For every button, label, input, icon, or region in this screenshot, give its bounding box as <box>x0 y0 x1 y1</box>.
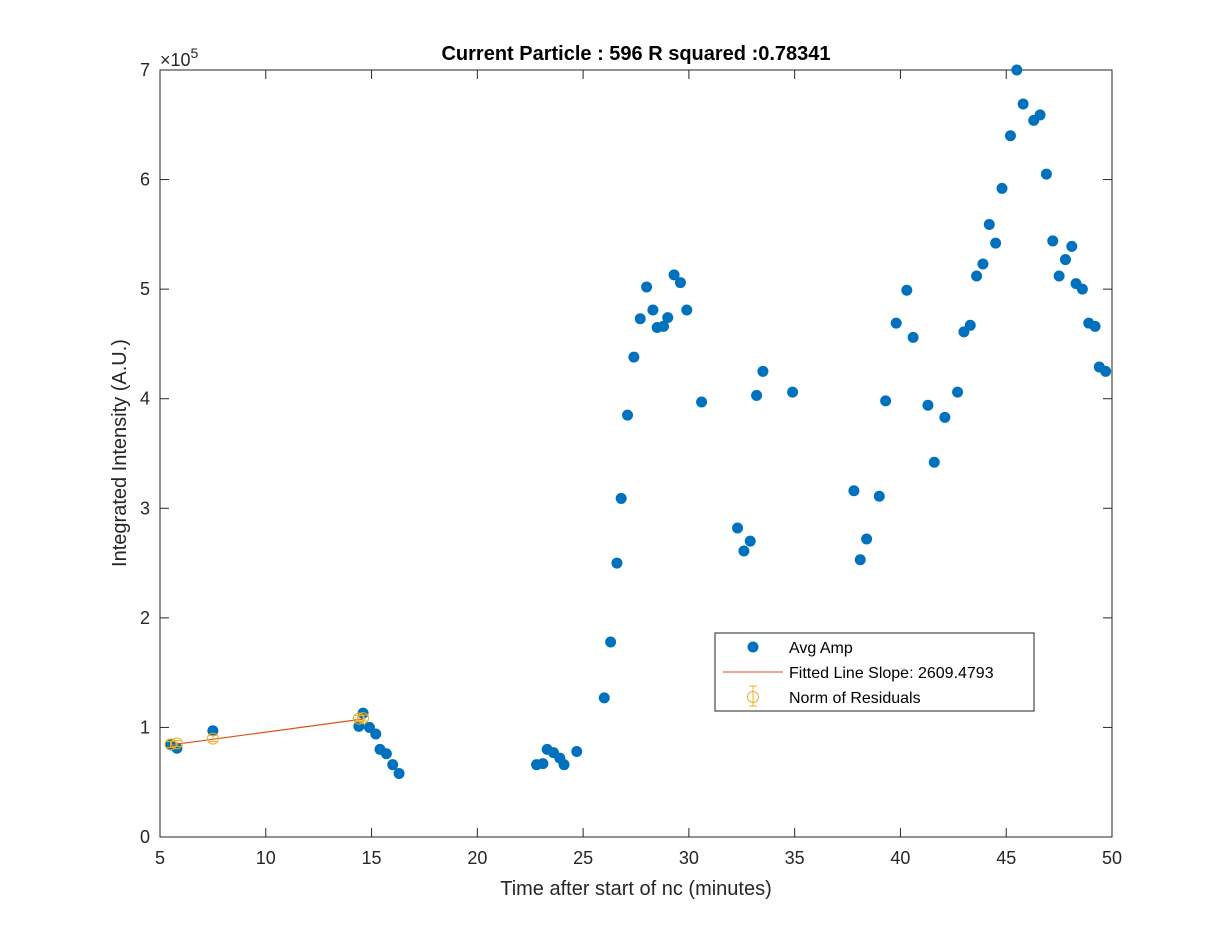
legend-label-fitted-line: Fitted Line Slope: 2609.4793 <box>789 665 994 682</box>
avg-amp-point <box>1089 320 1101 332</box>
y-tick-label: 5 <box>140 279 150 299</box>
plot-area <box>159 69 1113 838</box>
residual-marker <box>164 738 177 751</box>
avg-amp-point <box>537 758 549 770</box>
y-tick-label: 7 <box>140 60 150 80</box>
x-tick-label: 35 <box>785 848 805 868</box>
avg-amp-point <box>387 759 399 771</box>
legend-marker-avg-amp <box>747 641 759 653</box>
avg-amp-point <box>928 456 940 468</box>
avg-amp-point <box>983 218 995 230</box>
x-tick-label: 30 <box>679 848 699 868</box>
y-exponent-power: 5 <box>191 45 199 61</box>
avg-amp-point <box>873 490 885 502</box>
avg-amp-point <box>658 320 670 332</box>
y-tick-label: 6 <box>140 170 150 190</box>
avg-amp-point <box>732 522 744 534</box>
avg-amp-point <box>1100 365 1112 377</box>
avg-amp-point <box>622 409 634 421</box>
avg-amp-point <box>571 746 583 758</box>
x-tick-label: 15 <box>362 848 382 868</box>
avg-amp-point <box>393 767 405 779</box>
avg-amp-point <box>611 557 623 569</box>
avg-amp-point <box>907 331 919 343</box>
legend-marker-residuals <box>747 685 759 707</box>
avg-amp-point <box>1059 254 1071 266</box>
avg-amp-point <box>1017 98 1029 110</box>
chart-title: Current Particle : 596 R squared :0.7834… <box>441 43 830 65</box>
avg-amp-point <box>641 281 653 293</box>
avg-amp-point <box>1076 283 1088 295</box>
avg-amp-point <box>668 269 680 281</box>
y-exponent-base: ×10 <box>160 50 191 70</box>
avg-amp-point <box>558 759 570 771</box>
x-tick-label: 25 <box>573 848 593 868</box>
avg-amp-point <box>605 636 617 648</box>
avg-amp-point <box>990 237 1002 249</box>
avg-amp-point <box>647 304 659 316</box>
y-axis-label: Integrated Intensity (A.U.) <box>109 339 131 567</box>
avg-amp-point <box>787 386 799 398</box>
avg-amp-point <box>681 304 693 316</box>
avg-amp-point <box>1004 130 1016 142</box>
avg-amp-point <box>744 535 756 547</box>
residual-marker <box>170 737 183 750</box>
avg-amp-point <box>1066 240 1078 252</box>
x-tick-label: 40 <box>890 848 910 868</box>
x-axis-label: Time after start of nc (minutes) <box>500 878 772 900</box>
x-tick-label: 50 <box>1102 848 1122 868</box>
avg-amp-point <box>370 728 382 740</box>
avg-amp-point <box>977 258 989 270</box>
avg-amp-point <box>971 270 983 282</box>
avg-amp-point <box>880 395 892 407</box>
data-marks <box>164 64 1112 779</box>
y-tick-label: 2 <box>140 608 150 628</box>
avg-amp-point <box>674 277 686 289</box>
legend: Avg Amp Fitted Line Slope: 2609.4793 Nor… <box>714 632 1035 712</box>
x-tick-label: 10 <box>256 848 276 868</box>
y-tick-label: 1 <box>140 717 150 737</box>
avg-amp-point <box>861 533 873 545</box>
avg-amp-point <box>662 312 674 324</box>
avg-amp-point <box>854 554 866 566</box>
avg-amp-point <box>1034 109 1046 121</box>
avg-amp-point <box>751 389 763 401</box>
avg-amp-point <box>696 396 708 408</box>
avg-amp-point <box>964 319 976 331</box>
avg-amp-point <box>757 365 769 377</box>
avg-amp-point <box>380 748 392 760</box>
avg-amp-point <box>598 692 610 704</box>
avg-amp-point <box>1040 168 1052 180</box>
avg-amp-point <box>848 485 860 497</box>
avg-amp-point <box>171 742 183 754</box>
y-tick-label: 0 <box>140 827 150 847</box>
legend-label-avg-amp: Avg Amp <box>789 640 853 657</box>
residual-marker <box>206 732 219 745</box>
y-tick-label: 4 <box>140 389 150 409</box>
y-tick-label: 3 <box>140 498 150 518</box>
x-tick-label: 5 <box>155 848 165 868</box>
avg-amp-point <box>952 386 964 398</box>
avg-amp-point <box>1047 235 1059 247</box>
avg-amp-point <box>628 351 640 363</box>
x-tick-label: 20 <box>467 848 487 868</box>
avg-amp-point <box>901 284 913 296</box>
avg-amp-point <box>1011 64 1023 76</box>
x-tick-label: 45 <box>996 848 1016 868</box>
fitted-line <box>170 718 364 746</box>
avg-amp-point <box>634 313 646 325</box>
residual-marker <box>357 712 370 725</box>
avg-amp-point <box>1053 270 1065 282</box>
avg-amp-point <box>939 411 951 423</box>
avg-amp-point <box>922 399 934 411</box>
avg-amp-point <box>738 545 750 557</box>
avg-amp-point <box>615 492 627 504</box>
legend-label-residuals: Norm of Residuals <box>789 690 921 707</box>
avg-amp-point <box>890 317 902 329</box>
residual-marker <box>352 712 365 725</box>
avg-amp-point <box>996 182 1008 194</box>
y-exponent-label: ×105 <box>160 45 199 70</box>
